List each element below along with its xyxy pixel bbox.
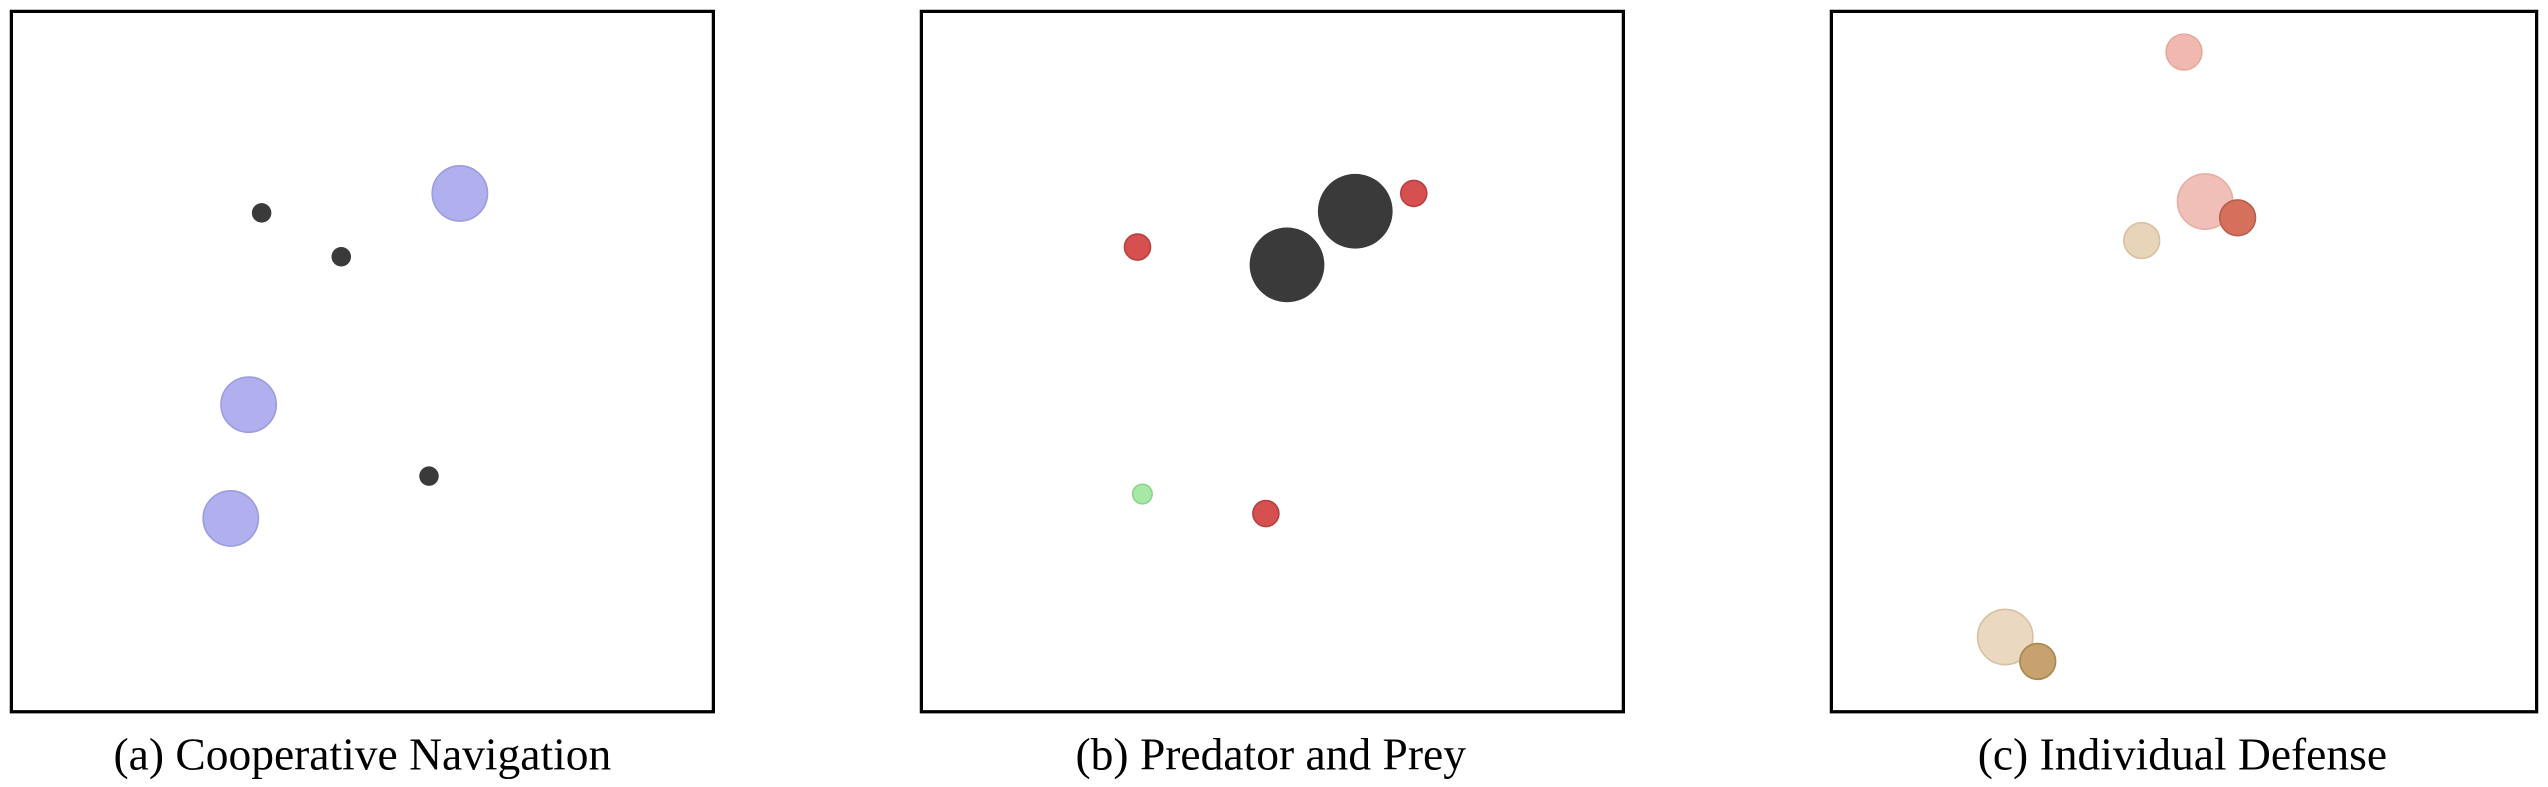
prey [1131, 483, 1153, 505]
caption: (b) Predator and Prey [1076, 728, 1467, 779]
target [1976, 608, 2034, 666]
predator [1399, 179, 1428, 208]
panel-b: (b) Predator and Prey [919, 9, 1625, 779]
landmark [331, 247, 351, 267]
caption: (c) Individual Defense [1978, 728, 2387, 779]
caption: (a) Cooperative Navigation [113, 728, 611, 779]
target [2123, 221, 2161, 260]
obstacle [1317, 173, 1393, 249]
agent [2019, 642, 2057, 681]
obstacle [1249, 227, 1325, 303]
agent [202, 489, 260, 547]
predator [1252, 499, 1280, 528]
panel-frame [1829, 9, 2539, 714]
target [2165, 33, 2203, 71]
agent [431, 164, 489, 222]
panel-c: (c) Individual Defense [1829, 9, 2539, 779]
agent [220, 376, 278, 434]
panel-frame [9, 9, 715, 714]
agent [2218, 199, 2257, 237]
predator [1123, 233, 1152, 261]
landmark [251, 203, 272, 223]
panel-frame [919, 9, 1625, 714]
landmark [419, 466, 439, 486]
panel-a: (a) Cooperative Navigation [9, 9, 715, 779]
